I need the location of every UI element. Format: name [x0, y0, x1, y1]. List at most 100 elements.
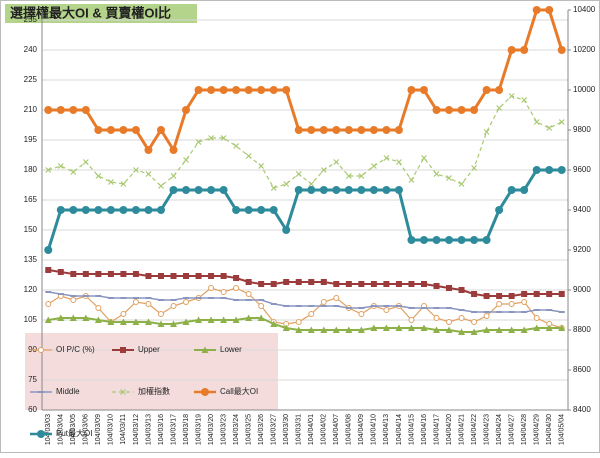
legend-marker [37, 430, 45, 438]
legend-marker [201, 346, 209, 353]
point [319, 186, 328, 194]
x-tick-label: 104/03/04 [58, 414, 65, 445]
point [232, 316, 240, 323]
point [457, 236, 466, 244]
point [145, 273, 152, 279]
point [545, 166, 554, 174]
x-tick-label: 104/04/14 [396, 414, 403, 445]
point [70, 271, 77, 277]
x-tick-label: 104/03/26 [258, 414, 265, 445]
y2-tick-label: 9600 [573, 165, 591, 174]
point [508, 293, 515, 299]
point [496, 105, 503, 111]
point [207, 186, 216, 194]
point [119, 318, 127, 325]
point [57, 269, 64, 275]
point [370, 163, 377, 169]
y2-tick-label: 10400 [573, 5, 596, 14]
point [358, 281, 365, 287]
y-tick-label: 120 [24, 285, 38, 294]
point [245, 153, 252, 159]
point [258, 281, 265, 287]
point [370, 281, 377, 287]
point [533, 291, 540, 297]
point [257, 314, 265, 321]
point [483, 293, 490, 299]
point [195, 273, 202, 279]
point [345, 281, 352, 287]
legend-label: Call最大OI [220, 386, 258, 396]
x-tick-label: 104/03/16 [158, 414, 165, 445]
point [144, 318, 152, 325]
point [496, 301, 503, 307]
x-tick-label: 104/04/20 [446, 414, 453, 445]
point [131, 206, 140, 214]
point [420, 324, 428, 331]
point [532, 166, 541, 174]
point [219, 86, 228, 94]
point [545, 324, 553, 331]
point [219, 186, 228, 194]
point [344, 186, 353, 194]
x-tick-label: 104/04/30 [546, 414, 553, 445]
point [307, 126, 316, 134]
point [57, 314, 65, 321]
point [558, 119, 565, 125]
point [294, 126, 303, 134]
point [446, 175, 452, 181]
point [144, 146, 153, 154]
point [471, 165, 477, 171]
point [320, 326, 328, 333]
point [357, 126, 366, 134]
point [133, 167, 139, 173]
point [169, 186, 178, 194]
legend-label: Put最大OI [56, 428, 92, 438]
point [294, 186, 303, 194]
point [70, 297, 77, 303]
point [156, 126, 165, 134]
point [408, 281, 415, 287]
x-tick-label: 104/03/11 [120, 414, 127, 445]
point [245, 279, 252, 285]
x-tick-label: 104/04/29 [534, 414, 541, 445]
point [69, 314, 77, 321]
series-line [48, 95, 562, 189]
point [421, 155, 427, 161]
point [258, 163, 265, 169]
point [45, 267, 52, 273]
legend-box [25, 333, 278, 410]
x-tick-label: 104/04/22 [471, 414, 478, 445]
point [282, 226, 291, 234]
point [358, 173, 365, 179]
point [458, 287, 465, 293]
point [69, 206, 78, 214]
point [169, 146, 178, 154]
point [195, 139, 202, 145]
title-box [5, 4, 197, 23]
point [208, 285, 215, 291]
point [233, 285, 240, 291]
point [269, 206, 278, 214]
point [208, 273, 215, 279]
point [194, 86, 203, 94]
point [332, 126, 341, 134]
point [383, 307, 390, 313]
point [470, 328, 478, 335]
x-tick-label: 104/04/01 [308, 414, 315, 445]
x-tick-label: 104/04/09 [358, 414, 365, 445]
x-tick-label: 104/04/21 [458, 414, 465, 445]
point [433, 171, 440, 177]
point [345, 326, 353, 333]
point [407, 236, 416, 244]
x-tick-label: 104/04/13 [383, 414, 390, 445]
point [445, 106, 454, 114]
point [308, 311, 315, 317]
point [245, 291, 252, 297]
point [295, 171, 302, 177]
x-tick-label: 104/03/20 [208, 414, 215, 445]
point [258, 303, 265, 309]
point [308, 279, 315, 285]
point [81, 106, 90, 114]
x-tick-label: 104/04/02 [321, 414, 328, 445]
point [394, 186, 403, 194]
